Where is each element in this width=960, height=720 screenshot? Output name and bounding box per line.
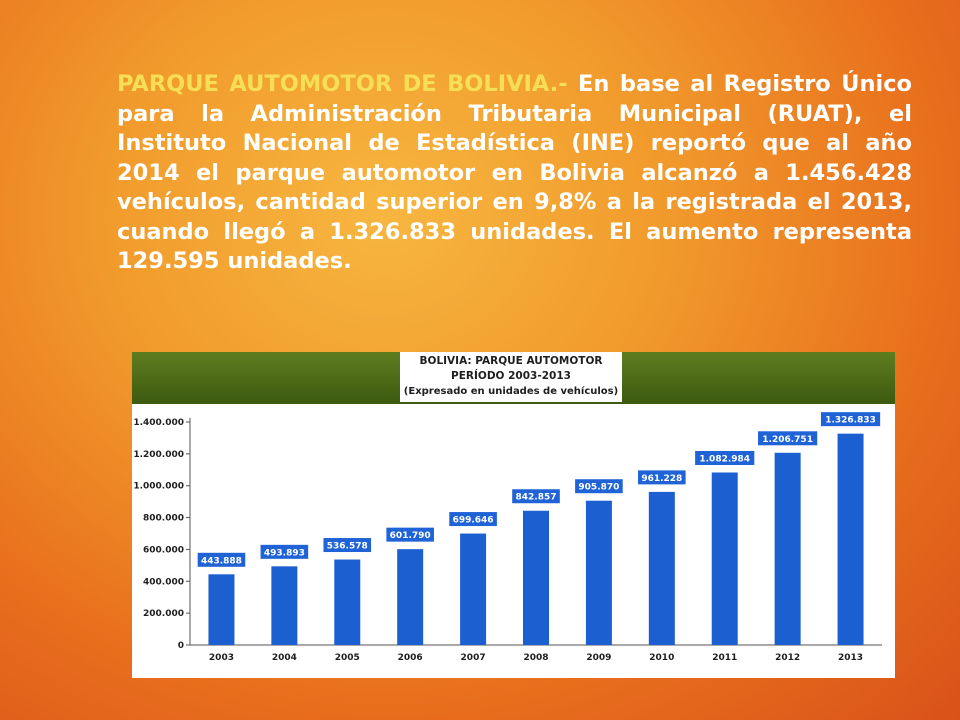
data-label: 961.228	[641, 474, 682, 484]
y-tick-label: 1.000.000	[133, 482, 184, 492]
y-tick-label: 0	[178, 641, 184, 651]
data-label: 699.646	[453, 516, 494, 526]
x-tick-label: 2011	[712, 653, 737, 663]
data-label: 1.082.984	[699, 454, 750, 464]
bar	[208, 574, 235, 645]
y-tick-label: 200.000	[143, 609, 184, 619]
y-tick-label: 400.000	[143, 577, 184, 587]
chart-title: BOLIVIA: PARQUE AUTOMOTOR	[419, 355, 603, 367]
x-tick-label: 2012	[775, 653, 800, 663]
x-tick-label: 2007	[461, 653, 486, 663]
data-label-box	[694, 449, 756, 466]
bar	[648, 491, 675, 645]
data-label-box	[385, 526, 435, 543]
slide-body: En base al Registro Único para la Admini…	[117, 71, 912, 274]
x-tick-label: 2005	[335, 653, 360, 663]
x-tick-label: 2009	[586, 653, 611, 663]
x-tick-label: 2010	[649, 653, 674, 663]
x-tick-label: 2003	[209, 653, 234, 663]
y-tick-label: 1.200.000	[133, 450, 184, 460]
slide-lead: PARQUE AUTOMOTOR DE BOLIVIA.-	[117, 71, 568, 97]
data-label-box	[259, 543, 310, 560]
bar	[271, 566, 298, 645]
bar	[585, 500, 612, 645]
data-label-box	[819, 411, 882, 428]
y-tick-label: 600.000	[143, 545, 184, 555]
x-tick-label: 2013	[838, 653, 863, 663]
chart-title-block: BOLIVIA: PARQUE AUTOMOTOR PERÍODO 2003-2…	[400, 352, 622, 402]
data-label-box	[196, 551, 247, 568]
chart-note: (Expresado en unidades de vehículos)	[403, 386, 619, 397]
data-label: 536.578	[327, 542, 368, 552]
bar	[774, 452, 801, 645]
bar	[523, 510, 549, 645]
bar	[711, 472, 738, 645]
bar	[397, 549, 424, 645]
data-label: 905.870	[578, 483, 619, 493]
data-label-box	[322, 537, 373, 554]
data-label: 842.857	[516, 493, 557, 503]
data-label-box	[637, 469, 687, 486]
bar	[334, 559, 361, 645]
x-tick-label: 2006	[398, 653, 423, 663]
data-label: 493.893	[264, 548, 305, 558]
chart-subtitle: PERÍODO 2003-2013	[451, 370, 571, 382]
bar-chart: 0 200.000 400.000 600.000 800.000 1.000.000 1.…	[133, 411, 882, 663]
data-label: 443.888	[201, 556, 242, 566]
data-label: 601.790	[390, 531, 431, 541]
y-tick-label: 800.000	[143, 514, 184, 524]
y-tick-label: 1.400.000	[133, 418, 184, 428]
slide-paragraph: PARQUE AUTOMOTOR DE BOLIVIA.- En base al…	[117, 70, 912, 277]
bar	[460, 533, 487, 645]
bar	[837, 433, 864, 645]
chart-panel: BOLIVIA: PARQUE AUTOMOTOR PERÍODO 2003-2…	[132, 352, 895, 678]
x-tick-label: 2008	[523, 653, 548, 663]
data-label-box	[757, 430, 819, 447]
x-tick-label: 2004	[272, 653, 297, 663]
data-label-box	[448, 511, 498, 528]
data-label: 1.206.751	[762, 435, 813, 445]
data-label: 1.326.833	[825, 416, 876, 426]
data-label-box	[511, 488, 561, 505]
data-label-box	[574, 478, 624, 495]
